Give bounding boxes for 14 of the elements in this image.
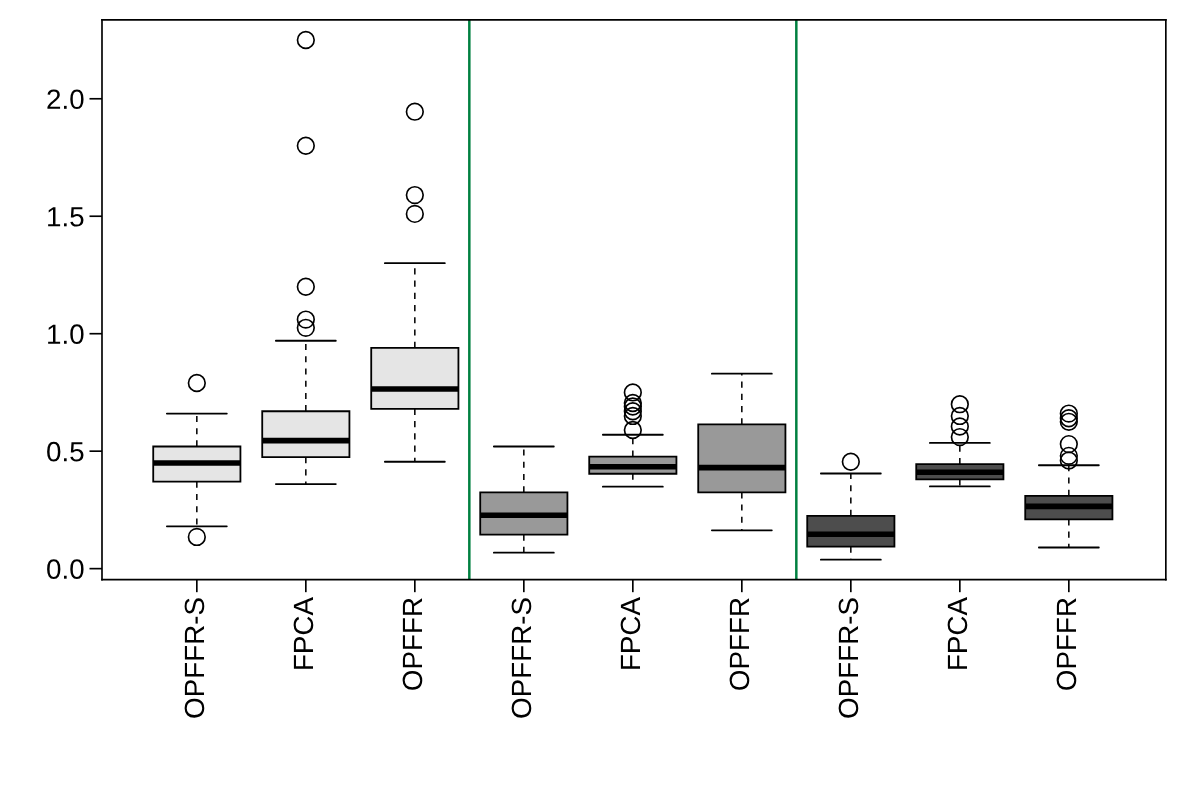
x-tick-label: FPCA (293, 597, 314, 669)
x-tick-label: OPFFR-S (184, 598, 205, 718)
x-tick-label: OPFFR-S (838, 598, 859, 718)
y-tick-label: 1.5 (48, 207, 84, 227)
y-tick-label: 0.0 (47, 559, 84, 579)
x-tick-label: FPCA (620, 597, 641, 669)
y-tick-label: 1.0 (48, 324, 84, 345)
y-tick-label: 0.5 (47, 441, 84, 462)
x-tick-label: OPFFR (402, 598, 423, 690)
x-tick-label: OPFFR-S (511, 598, 532, 718)
x-tick-label: FPCA (947, 597, 968, 669)
x-tick-label: OPFFR (729, 598, 750, 690)
y-tick-label: 2.0 (47, 89, 84, 110)
x-tick-label: OPFFR (1056, 598, 1077, 690)
